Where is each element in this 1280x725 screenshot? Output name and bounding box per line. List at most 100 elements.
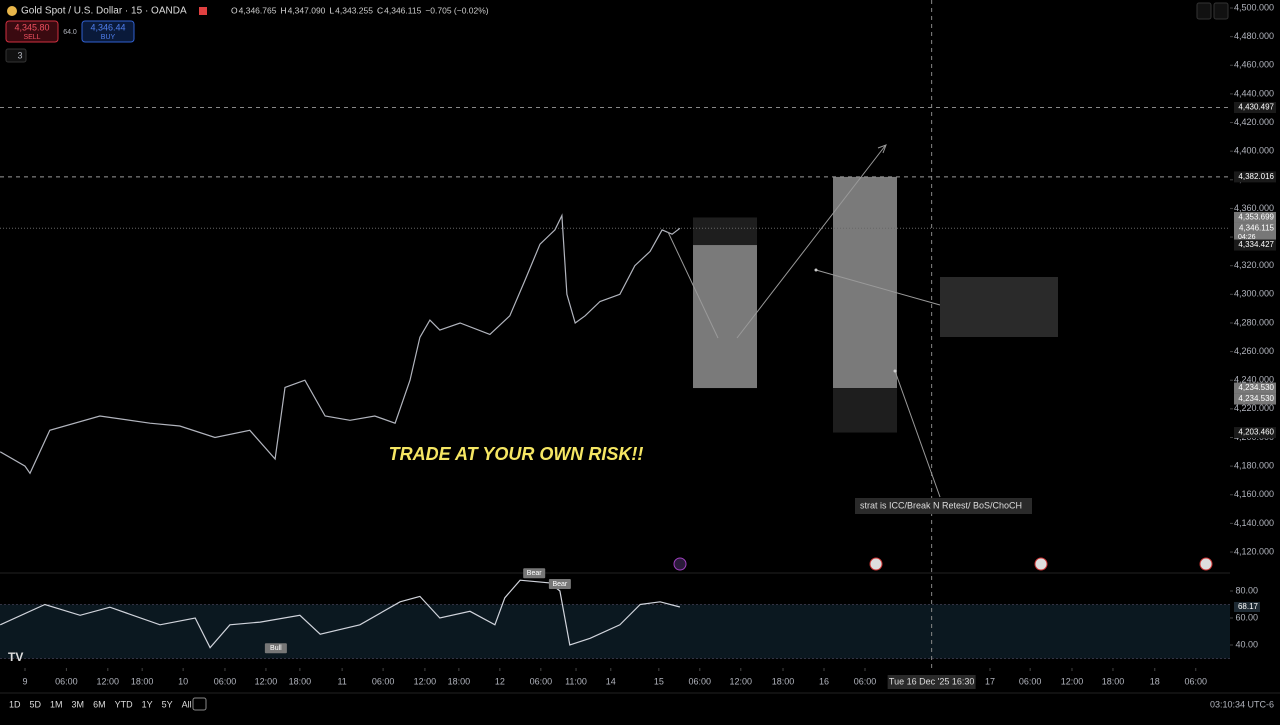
price-label-bg bbox=[1234, 222, 1276, 243]
timeframe-button[interactable]: YTD bbox=[115, 699, 134, 709]
x-tick-label: 06:00 bbox=[1019, 676, 1042, 686]
y-tick-label: 80.00 bbox=[1235, 585, 1258, 595]
y-tick-label: 40.00 bbox=[1235, 639, 1258, 649]
timeframe-button[interactable]: 5Y bbox=[162, 699, 173, 709]
date-range-button[interactable] bbox=[192, 697, 207, 711]
price-label: 4,382.016 bbox=[1238, 172, 1274, 181]
x-tick-label: 12:00 bbox=[414, 676, 437, 686]
timeframe-button[interactable]: 1M bbox=[50, 699, 63, 709]
x-tick-label: 17 bbox=[985, 676, 995, 686]
price-label: 4,353.699 bbox=[1238, 213, 1274, 222]
y-tick-label: 4,180.000 bbox=[1234, 460, 1274, 470]
ohlc-key: L bbox=[329, 5, 334, 15]
logo: TV bbox=[8, 650, 23, 664]
x-tick-label: 06:00 bbox=[854, 676, 877, 686]
stop-zone bbox=[693, 217, 757, 246]
download-button[interactable] bbox=[1196, 2, 1212, 20]
y-tick-label: 4,240.000 bbox=[1234, 375, 1274, 385]
strategy-text: strat is ICC/Break N Retest/ BoS/ChoCH bbox=[860, 500, 1022, 510]
y-tick-label: 4,300.000 bbox=[1234, 289, 1274, 299]
ohlc-key: C bbox=[377, 5, 383, 15]
x-tick-label: 9 bbox=[22, 676, 27, 686]
x-tick-label: 12:00 bbox=[1061, 676, 1084, 686]
y-tick-label: 4,140.000 bbox=[1234, 518, 1274, 528]
timeframe-button[interactable]: 1D bbox=[9, 699, 21, 709]
event-icons bbox=[673, 557, 1213, 571]
x-tick-label: 18:00 bbox=[1102, 676, 1125, 686]
indicator-count: 3 bbox=[17, 50, 22, 60]
timeframe-button[interactable]: 6M bbox=[93, 699, 106, 709]
x-tick-label: 14 bbox=[606, 676, 616, 686]
ohlc-value: 4,343.255 bbox=[335, 5, 373, 15]
arrow bbox=[736, 145, 886, 339]
x-tick-label: 06:00 bbox=[530, 676, 553, 686]
arrow bbox=[667, 231, 719, 339]
x-tick-label: 06:00 bbox=[214, 676, 237, 686]
note-box bbox=[940, 277, 1058, 337]
indicator-toggle[interactable] bbox=[5, 48, 27, 63]
crosshair-time-bg bbox=[887, 675, 976, 689]
x-tick-label: 06:00 bbox=[689, 676, 712, 686]
stop-zone bbox=[833, 176, 897, 389]
target-zone bbox=[693, 245, 757, 389]
price-label: 4,234.530 bbox=[1238, 394, 1274, 403]
x-tick-label: 18 bbox=[1150, 676, 1160, 686]
clock: 03:10:34 UTC-6 bbox=[1210, 699, 1274, 709]
change: −0.705 (−0.02%) bbox=[425, 5, 488, 15]
price-label: 4,334.427 bbox=[1238, 240, 1274, 249]
rsi-band bbox=[0, 604, 1230, 659]
connector bbox=[894, 370, 941, 498]
price-label: 4,203.460 bbox=[1238, 428, 1274, 437]
strategy-box bbox=[855, 498, 1032, 514]
ohlc-value: 4,346.115 bbox=[384, 5, 421, 15]
signal-label: Bear bbox=[527, 570, 542, 577]
x-tick-label: 15 bbox=[654, 676, 664, 686]
y-tick-label: 4,280.000 bbox=[1234, 317, 1274, 327]
symbol[interactable]: Gold Spot / U.S. Dollar · 15 · OANDA bbox=[21, 6, 187, 17]
buy-button[interactable] bbox=[81, 20, 135, 43]
rsi-value-bg bbox=[1234, 601, 1260, 612]
symbol-icon bbox=[7, 6, 17, 16]
timeframe-button[interactable]: 1Y bbox=[142, 699, 153, 709]
y-tick-label: 4,420.000 bbox=[1234, 117, 1274, 127]
price-label-bg bbox=[1234, 393, 1276, 405]
x-tick-label: 12:00 bbox=[97, 676, 120, 686]
rsi-value: 68.17 bbox=[1238, 602, 1259, 611]
arrow-head bbox=[877, 144, 887, 154]
ohlc-key: H bbox=[280, 5, 286, 15]
price-label: 4,346.115 bbox=[1239, 223, 1275, 232]
price-label-bg bbox=[1234, 211, 1276, 223]
x-tick-label: 18:00 bbox=[772, 676, 795, 686]
refresh-button[interactable] bbox=[1213, 2, 1229, 20]
x-tick-label: Tue 16 Dec '25 16:30 bbox=[889, 676, 974, 686]
timeframe-button[interactable]: All bbox=[182, 699, 192, 709]
ohlc-key: O bbox=[231, 5, 238, 15]
signal-label: Bear bbox=[552, 581, 567, 588]
price-label-bg bbox=[1234, 239, 1276, 251]
anchor bbox=[814, 268, 818, 272]
timeframe-button[interactable]: 3M bbox=[72, 699, 85, 709]
spread: 64.0 bbox=[63, 29, 77, 36]
y-tick-label: 4,260.000 bbox=[1234, 346, 1274, 356]
ohlc-value: 4,346.765 bbox=[239, 5, 277, 15]
y-tick-label: 4,480.000 bbox=[1234, 31, 1274, 41]
timeframe-button[interactable]: 5D bbox=[30, 699, 42, 709]
signal-label-bg bbox=[264, 643, 287, 654]
warning: TRADE AT YOUR OWN RISK!! bbox=[389, 444, 644, 464]
y-tick-label: 4,360.000 bbox=[1234, 203, 1274, 213]
sell-button[interactable] bbox=[5, 20, 59, 43]
x-tick-label: 18:00 bbox=[448, 676, 471, 686]
y-tick-label: 4,460.000 bbox=[1234, 60, 1274, 70]
rsi-line bbox=[0, 579, 681, 649]
connector bbox=[815, 269, 941, 306]
price-label-bg bbox=[1234, 102, 1276, 114]
price-label: 4,430.497 bbox=[1238, 103, 1274, 112]
x-tick-label: 06:00 bbox=[55, 676, 78, 686]
anchor bbox=[893, 369, 897, 373]
flag bbox=[199, 7, 207, 15]
price-label: 4,234.530 bbox=[1238, 383, 1274, 392]
signal-label: Bull bbox=[270, 645, 282, 652]
x-tick-label: 06:00 bbox=[372, 676, 395, 686]
